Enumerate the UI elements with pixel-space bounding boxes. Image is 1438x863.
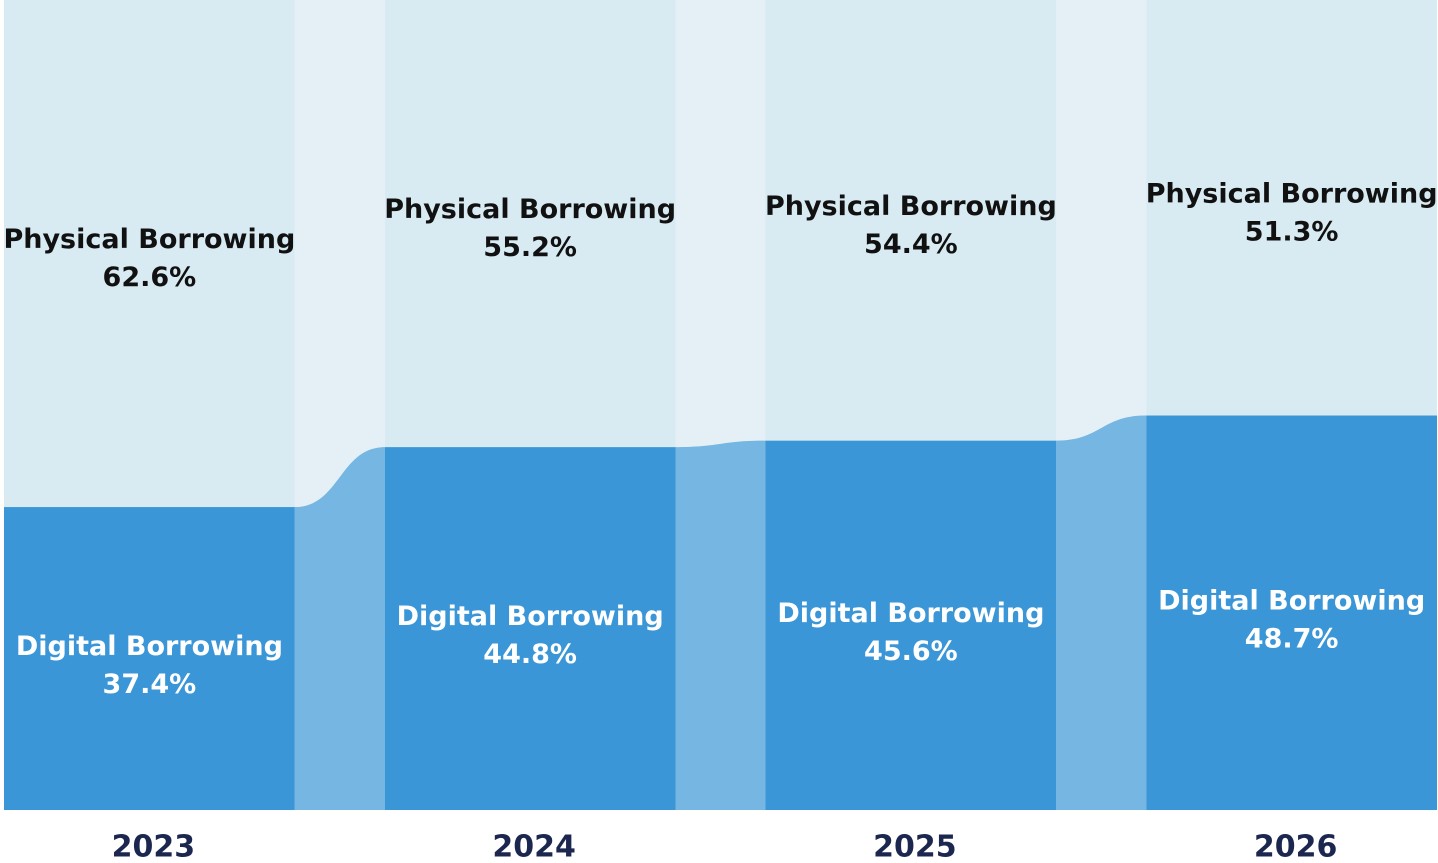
series-label: Digital Borrowing [1158,585,1425,616]
value-label: 51.3% [1245,216,1339,247]
series-label: Physical Borrowing [1146,178,1438,209]
value-label: 54.4% [864,229,958,260]
value-label: 44.8% [483,639,577,670]
digital-bar [4,507,295,810]
physical-bar [765,0,1057,441]
digital-ribbon [1056,415,1147,810]
digital-bar [1146,415,1437,810]
series-label: Digital Borrowing [397,601,664,632]
x-tick-label: 2024 [492,830,576,863]
digital-bar [384,447,676,810]
x-tick-label: 2025 [873,830,957,863]
series-label: Physical Borrowing [3,224,295,255]
value-label: 48.7% [1245,623,1339,654]
value-label: 45.6% [864,636,958,667]
value-label: 37.4% [103,669,197,700]
digital-ribbon [675,440,766,810]
value-label: 62.6% [103,262,197,293]
x-tick-label: 2023 [112,830,196,863]
physical-bar [384,0,676,448]
series-label: Physical Borrowing [384,194,676,225]
physical-bar [4,0,295,508]
series-label: Digital Borrowing [777,598,1044,629]
series-label: Digital Borrowing [16,631,283,662]
x-tick-label: 2026 [1254,830,1338,863]
physical-bar [1146,0,1437,416]
digital-ribbon [294,447,385,810]
digital-bar [765,440,1057,810]
series-label: Physical Borrowing [765,191,1057,222]
value-label: 55.2% [483,232,577,263]
